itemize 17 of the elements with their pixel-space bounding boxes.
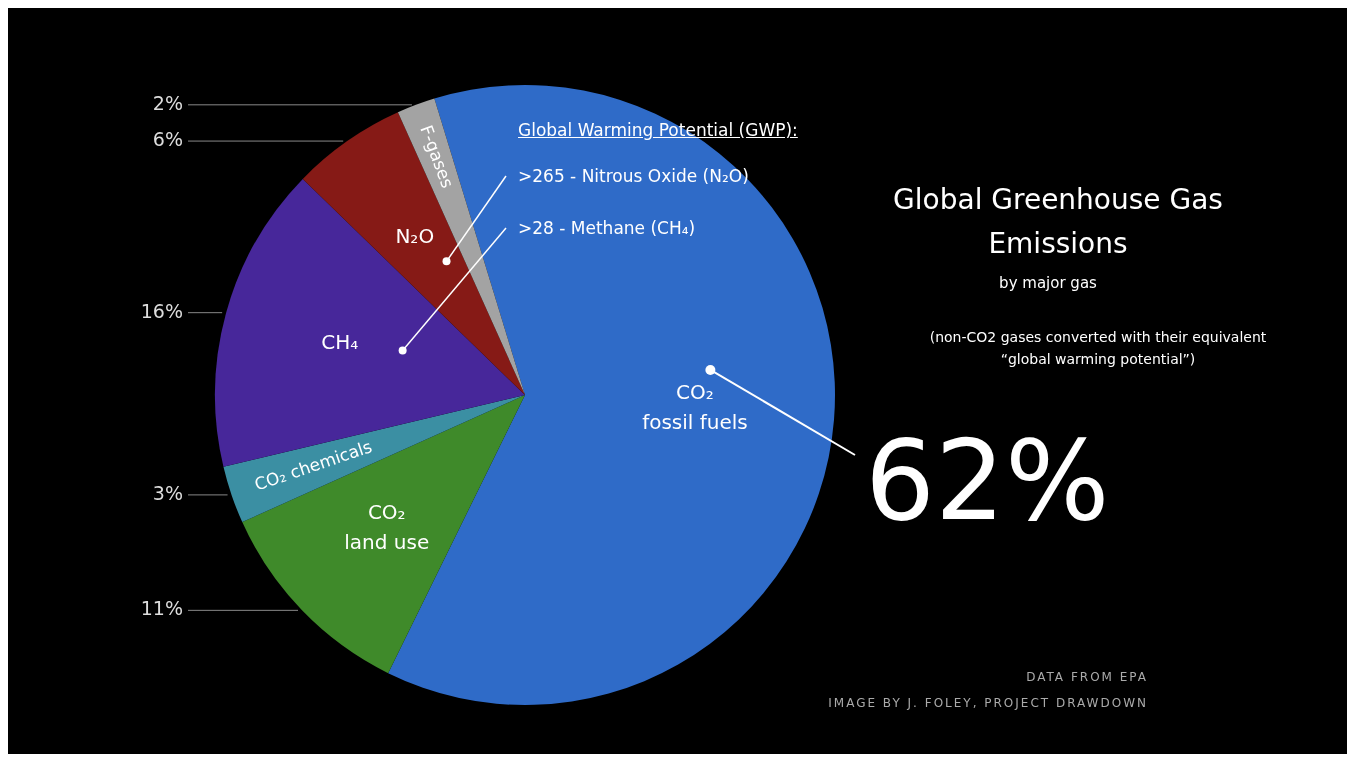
text: DATA FROM EPA [1025, 670, 1148, 684]
data-label: 3% [152, 481, 183, 504]
data-label: 16% [140, 299, 183, 322]
data-label: 11% [140, 597, 183, 620]
text: by major gas [998, 274, 1098, 292]
data-label: 62% [865, 416, 1110, 545]
slice-label: CO₂ land use [344, 499, 430, 554]
slice-label: N₂O [395, 223, 435, 248]
data-label: 6% [152, 128, 183, 150]
slice-label: CH₄ [321, 330, 359, 355]
text: >28 - Methane (CH₄) [518, 218, 696, 238]
text: >265 - Nitrous Oxide (N₂O) [518, 166, 749, 186]
text: IMAGE BY J. FOLEY, PROJECT DRAWDOWN [827, 696, 1148, 710]
slice-label: CO₂ fossil fuels [642, 379, 748, 434]
data-label: 2% [152, 91, 183, 114]
text: Global Greenhouse Gas Emissions [892, 182, 1224, 262]
text: (non-CO2 gases converted with their equivalent “global warming potential”) [928, 328, 1268, 369]
